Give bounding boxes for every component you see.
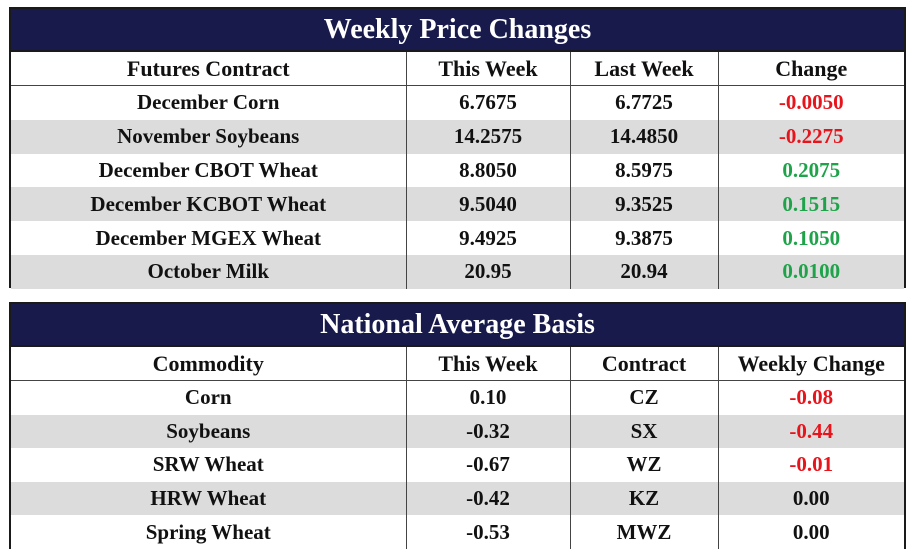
- national-average-basis-panel: National Average Basis Commodity This We…: [9, 302, 906, 549]
- weekly-price-changes-title: Weekly Price Changes: [11, 9, 904, 52]
- weekly-change-cell: 0.00: [717, 481, 904, 516]
- contract-cell: KZ: [569, 481, 718, 516]
- column-header-this-week: This Week: [405, 347, 570, 381]
- this-week-cell: 20.95: [405, 254, 570, 289]
- this-week-cell: -0.53: [405, 515, 570, 549]
- table-row: Corn 0.10 CZ -0.08: [11, 380, 904, 415]
- last-week-cell: 20.94: [569, 254, 718, 289]
- this-week-cell: 6.7675: [405, 85, 570, 120]
- weekly-change-cell: 0.00: [717, 515, 904, 549]
- this-week-cell: -0.42: [405, 481, 570, 516]
- table-row: December Corn 6.7675 6.7725 -0.0050: [11, 85, 904, 120]
- this-week-cell: 0.10: [405, 380, 570, 415]
- last-week-cell: 8.5975: [569, 153, 718, 188]
- futures-contract-cell: October Milk: [11, 254, 406, 289]
- table-header-row: Futures Contract This Week Last Week Cha…: [11, 52, 904, 86]
- this-week-cell: 9.5040: [405, 187, 570, 222]
- national-average-basis-title: National Average Basis: [11, 304, 904, 347]
- commodity-cell: HRW Wheat: [11, 481, 406, 516]
- this-week-cell: 9.4925: [405, 221, 570, 255]
- column-header-contract: Contract: [569, 347, 718, 381]
- column-header-last-week: Last Week: [569, 52, 718, 86]
- futures-contract-cell: November Soybeans: [11, 119, 406, 154]
- weekly-change-cell: -0.44: [717, 414, 904, 449]
- this-week-cell: 14.2575: [405, 119, 570, 154]
- table-row: Spring Wheat -0.53 MWZ 0.00: [11, 515, 904, 549]
- commodity-cell: SRW Wheat: [11, 448, 406, 482]
- table-header-row: Commodity This Week Contract Weekly Chan…: [11, 347, 904, 381]
- contract-cell: SX: [569, 414, 718, 449]
- weekly-change-cell: -0.01: [717, 448, 904, 482]
- commodity-cell: Spring Wheat: [11, 515, 406, 549]
- table-row: December CBOT Wheat 8.8050 8.5975 0.2075: [11, 153, 904, 188]
- contract-cell: WZ: [569, 448, 718, 482]
- this-week-cell: 8.8050: [405, 153, 570, 188]
- change-cell: 0.0100: [717, 254, 904, 289]
- futures-contract-cell: December CBOT Wheat: [11, 153, 406, 188]
- contract-cell: CZ: [569, 380, 718, 415]
- column-header-change: Change: [717, 52, 904, 86]
- last-week-cell: 14.4850: [569, 119, 718, 154]
- change-cell: 0.1515: [717, 187, 904, 222]
- weekly-change-cell: -0.08: [717, 380, 904, 415]
- this-week-cell: -0.32: [405, 414, 570, 449]
- table-row: HRW Wheat -0.42 KZ 0.00: [11, 481, 904, 516]
- futures-contract-cell: December MGEX Wheat: [11, 221, 406, 255]
- change-cell: 0.1050: [717, 221, 904, 255]
- last-week-cell: 6.7725: [569, 85, 718, 120]
- national-average-basis-table: Commodity This Week Contract Weekly Chan…: [11, 347, 904, 549]
- commodity-cell: Corn: [11, 380, 406, 415]
- last-week-cell: 9.3525: [569, 187, 718, 222]
- column-header-futures-contract: Futures Contract: [11, 52, 406, 86]
- change-cell: 0.2075: [717, 153, 904, 188]
- column-header-this-week: This Week: [405, 52, 570, 86]
- table-row: October Milk 20.95 20.94 0.0100: [11, 254, 904, 289]
- commodity-cell: Soybeans: [11, 414, 406, 449]
- futures-contract-cell: December KCBOT Wheat: [11, 187, 406, 222]
- last-week-cell: 9.3875: [569, 221, 718, 255]
- table-row: Soybeans -0.32 SX -0.44: [11, 414, 904, 449]
- weekly-price-changes-panel: Weekly Price Changes Futures Contract Th…: [9, 7, 906, 289]
- column-header-weekly-change: Weekly Change: [717, 347, 904, 381]
- table-row: SRW Wheat -0.67 WZ -0.01: [11, 448, 904, 482]
- weekly-price-changes-table: Futures Contract This Week Last Week Cha…: [11, 52, 904, 289]
- change-cell: -0.0050: [717, 85, 904, 120]
- column-header-commodity: Commodity: [11, 347, 406, 381]
- table-row: December KCBOT Wheat 9.5040 9.3525 0.151…: [11, 187, 904, 222]
- this-week-cell: -0.67: [405, 448, 570, 482]
- futures-contract-cell: December Corn: [11, 85, 406, 120]
- change-cell: -0.2275: [717, 119, 904, 154]
- table-row: December MGEX Wheat 9.4925 9.3875 0.1050: [11, 221, 904, 255]
- contract-cell: MWZ: [569, 515, 718, 549]
- table-row: November Soybeans 14.2575 14.4850 -0.227…: [11, 119, 904, 154]
